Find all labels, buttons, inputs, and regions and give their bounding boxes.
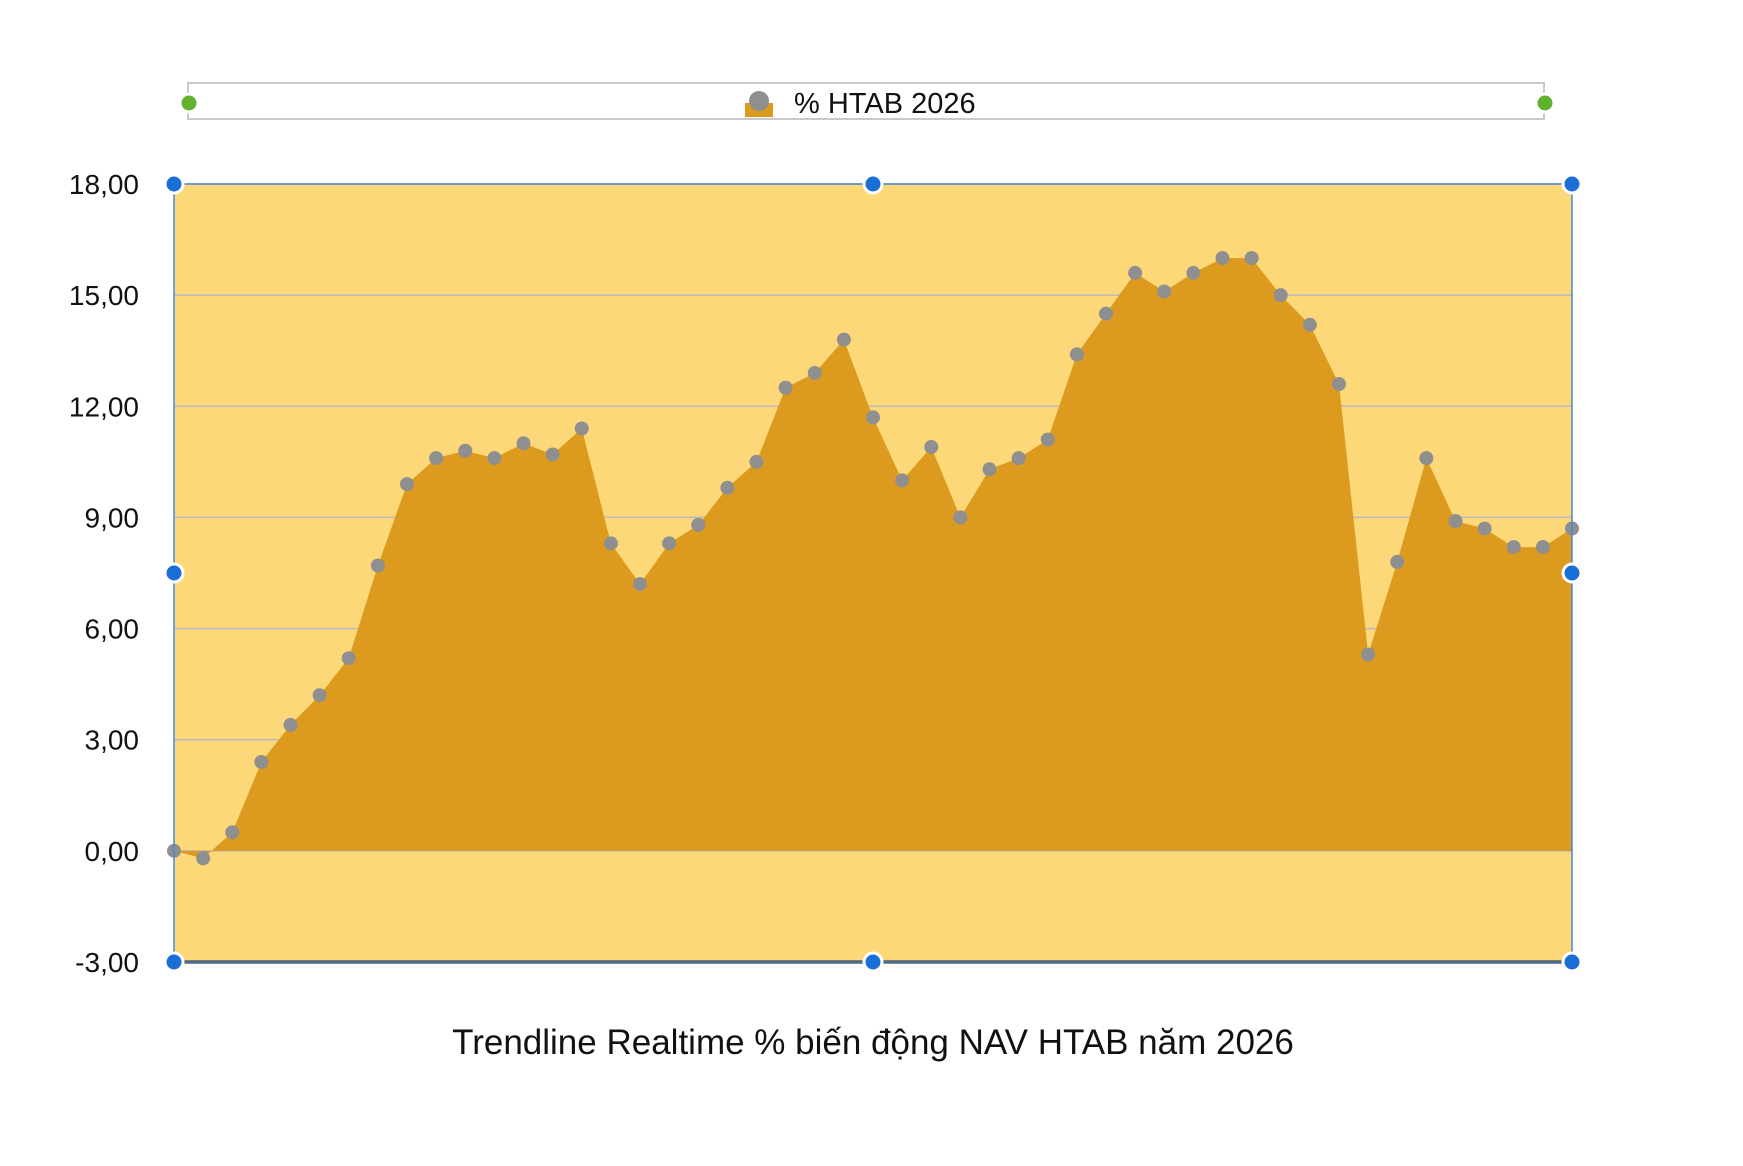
resize-handle-top-left[interactable] <box>163 173 185 195</box>
data-point <box>603 536 618 551</box>
data-point <box>633 577 647 592</box>
data-point <box>1419 451 1434 466</box>
resize-handle-middle-left[interactable] <box>163 562 185 584</box>
data-point <box>924 440 939 455</box>
data-point <box>1477 521 1492 536</box>
series-area <box>174 258 1572 859</box>
y-tick-label: 15,00 <box>69 280 139 311</box>
y-tick-label: 3,00 <box>85 725 140 756</box>
y-tick-label: 18,00 <box>69 169 139 200</box>
resize-handle-middle-right[interactable] <box>1561 562 1583 584</box>
data-point <box>836 332 851 347</box>
data-point <box>1302 317 1317 332</box>
chart-caption: Trendline Realtime % biến động NAV HTAB … <box>452 1023 1294 1062</box>
data-points <box>167 251 1579 866</box>
data-point <box>866 410 880 425</box>
data-point <box>1011 451 1026 466</box>
data-point <box>312 688 327 703</box>
data-point <box>1099 306 1113 321</box>
selection-handles[interactable] <box>163 173 1583 973</box>
legend-handle-left[interactable] <box>178 92 200 114</box>
y-tick-label: 12,00 <box>69 391 139 422</box>
data-point <box>196 851 211 866</box>
data-point <box>370 558 385 573</box>
data-point <box>1069 347 1084 362</box>
data-point <box>400 477 414 492</box>
data-point <box>1506 540 1521 555</box>
data-point <box>807 365 822 380</box>
data-point <box>662 536 677 551</box>
data-point <box>691 517 706 532</box>
data-point <box>982 462 997 477</box>
legend-label: % HTAB 2026 <box>794 88 976 120</box>
data-point <box>574 421 589 436</box>
data-point <box>1128 265 1143 280</box>
data-point <box>895 473 910 488</box>
data-point <box>778 380 793 395</box>
data-point <box>1244 251 1259 266</box>
data-point <box>254 754 269 769</box>
y-tick-label: 9,00 <box>85 502 140 533</box>
data-point <box>1535 540 1550 555</box>
data-point <box>953 510 968 525</box>
data-point <box>516 436 531 451</box>
legend-handle-right[interactable] <box>1534 92 1556 114</box>
y-tick-label: 0,00 <box>85 836 140 867</box>
legend: % HTAB 2026 <box>178 82 1556 120</box>
resize-handle-bottom-right[interactable] <box>1561 951 1583 973</box>
data-point <box>1390 554 1405 569</box>
data-point <box>1215 251 1230 266</box>
data-point <box>487 451 502 466</box>
data-point <box>1332 377 1346 392</box>
resize-handle-bottom-left[interactable] <box>163 951 185 973</box>
data-point <box>1040 432 1055 447</box>
data-point <box>429 451 444 466</box>
data-point <box>1157 284 1172 299</box>
y-tick-label: 6,00 <box>85 614 140 645</box>
data-point <box>749 454 764 469</box>
legend-swatch-marker <box>749 91 769 111</box>
data-point <box>341 651 356 666</box>
data-point <box>545 447 560 462</box>
data-point <box>720 480 735 495</box>
data-point <box>1186 265 1201 280</box>
y-tick-label: -3,00 <box>75 947 139 978</box>
resize-handle-top-right[interactable] <box>1561 173 1583 195</box>
resize-handle-top-center[interactable] <box>862 173 884 195</box>
data-point <box>283 717 298 732</box>
y-axis: 18,00 15,00 12,00 9,00 6,00 3,00 0,00 -3,00 <box>69 169 139 978</box>
data-point <box>1448 514 1463 529</box>
data-point <box>458 443 473 458</box>
data-point <box>1361 647 1376 662</box>
data-point <box>225 825 240 840</box>
resize-handle-bottom-center[interactable] <box>862 951 884 973</box>
data-point <box>1273 288 1288 303</box>
